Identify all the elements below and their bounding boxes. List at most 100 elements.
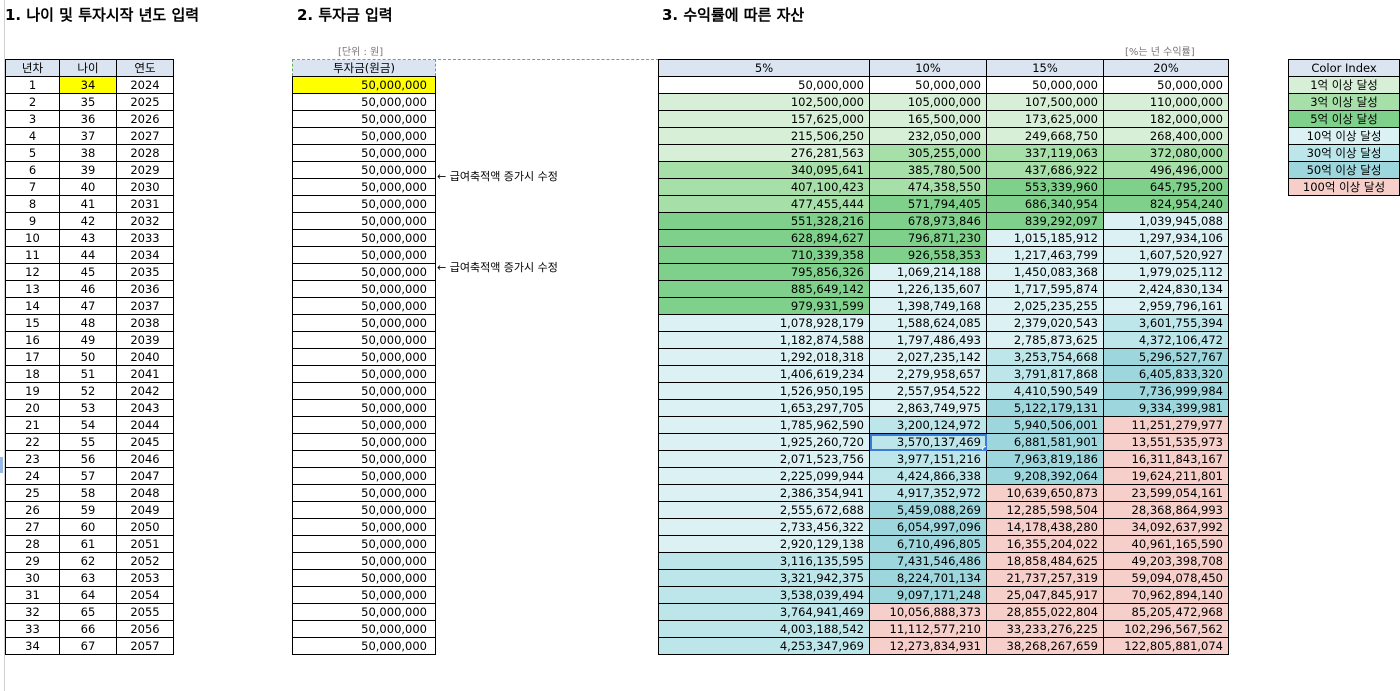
principal-cell[interactable]: 50,000,000 [292,586,436,604]
age-cell[interactable]: 66 [59,620,117,638]
age-cell[interactable]: 39 [59,161,117,179]
age-cell[interactable]: 57 [59,467,117,485]
year-index-cell[interactable]: 34 [5,637,60,655]
principal-cell[interactable]: 50,000,000 [292,144,436,162]
calendar-year-cell[interactable]: 2028 [116,144,174,162]
asset-10pct-cell[interactable]: 50,000,000 [869,76,987,94]
principal-cell[interactable]: 50,000,000 [292,399,436,417]
color-index-item[interactable]: 100억 이상 달성 [1288,178,1400,196]
year-index-cell[interactable]: 28 [5,535,60,553]
year-index-cell[interactable]: 3 [5,110,60,128]
asset-15pct-cell[interactable]: 107,500,000 [986,93,1104,111]
principal-cell[interactable]: 50,000,000 [292,110,436,128]
asset-20pct-cell[interactable]: 110,000,000 [1103,93,1229,111]
year-index-cell[interactable]: 9 [5,212,60,230]
principal-cell[interactable]: 50,000,000 [292,484,436,502]
asset-15pct-cell[interactable]: 21,737,257,319 [986,569,1104,587]
header-age[interactable]: 나이 [59,59,117,77]
year-index-cell[interactable]: 33 [5,620,60,638]
asset-10pct-cell[interactable]: 8,224,701,134 [869,569,987,587]
year-index-cell[interactable]: 5 [5,144,60,162]
year-index-cell[interactable]: 17 [5,348,60,366]
principal-cell[interactable]: 50,000,000 [292,161,436,179]
principal-cell[interactable]: 50,000,000 [292,382,436,400]
asset-5pct-cell[interactable]: 276,281,563 [658,144,870,162]
principal-cell[interactable]: 50,000,000 [292,467,436,485]
color-index-item[interactable]: 5억 이상 달성 [1288,110,1400,128]
asset-20pct-cell[interactable]: 59,094,078,450 [1103,569,1229,587]
age-cell[interactable]: 61 [59,535,117,553]
calendar-year-cell[interactable]: 2052 [116,552,174,570]
asset-10pct-cell[interactable]: 2,279,958,657 [869,365,987,383]
age-cell[interactable]: 36 [59,110,117,128]
asset-10pct-cell[interactable]: 571,794,405 [869,195,987,213]
age-cell[interactable]: 34 [59,76,117,94]
asset-20pct-cell[interactable]: 372,080,000 [1103,144,1229,162]
calendar-year-cell[interactable]: 2040 [116,348,174,366]
asset-15pct-cell[interactable]: 3,791,817,868 [986,365,1104,383]
calendar-year-cell[interactable]: 2039 [116,331,174,349]
principal-cell[interactable]: 50,000,000 [292,518,436,536]
asset-20pct-cell[interactable]: 182,000,000 [1103,110,1229,128]
age-cell[interactable]: 60 [59,518,117,536]
asset-20pct-cell[interactable]: 2,959,796,161 [1103,297,1229,315]
asset-20pct-cell[interactable]: 16,311,843,167 [1103,450,1229,468]
color-index-item[interactable]: 50억 이상 달성 [1288,161,1400,179]
color-index-item[interactable]: 10억 이상 달성 [1288,127,1400,145]
principal-cell[interactable]: 50,000,000 [292,263,436,281]
header-calendar-year[interactable]: 연도 [116,59,174,77]
asset-5pct-cell[interactable]: 3,116,135,595 [658,552,870,570]
asset-15pct-cell[interactable]: 50,000,000 [986,76,1104,94]
asset-15pct-cell[interactable]: 9,208,392,064 [986,467,1104,485]
principal-cell[interactable]: 50,000,000 [292,552,436,570]
year-index-cell[interactable]: 24 [5,467,60,485]
principal-cell[interactable]: 50,000,000 [292,365,436,383]
asset-5pct-cell[interactable]: 1,182,874,588 [658,331,870,349]
asset-20pct-cell[interactable]: 23,599,054,161 [1103,484,1229,502]
asset-10pct-cell[interactable]: 9,097,171,248 [869,586,987,604]
asset-5pct-cell[interactable]: 157,625,000 [658,110,870,128]
year-index-cell[interactable]: 4 [5,127,60,145]
calendar-year-cell[interactable]: 2036 [116,280,174,298]
asset-5pct-cell[interactable]: 477,455,444 [658,195,870,213]
asset-10pct-cell[interactable]: 305,255,000 [869,144,987,162]
asset-10pct-cell[interactable]: 11,112,577,210 [869,620,987,638]
calendar-year-cell[interactable]: 2041 [116,365,174,383]
asset-10pct-cell[interactable]: 2,027,235,142 [869,348,987,366]
calendar-year-cell[interactable]: 2027 [116,127,174,145]
asset-5pct-cell[interactable]: 1,526,950,195 [658,382,870,400]
color-index-item[interactable]: 30억 이상 달성 [1288,144,1400,162]
asset-15pct-cell[interactable]: 12,285,598,504 [986,501,1104,519]
asset-5pct-cell[interactable]: 3,538,039,494 [658,586,870,604]
asset-10pct-cell[interactable]: 232,050,000 [869,127,987,145]
principal-cell[interactable]: 50,000,000 [292,127,436,145]
principal-cell[interactable]: 50,000,000 [292,212,436,230]
asset-20pct-cell[interactable]: 28,368,864,993 [1103,501,1229,519]
color-index-item[interactable]: 1억 이상 달성 [1288,76,1400,94]
asset-5pct-cell[interactable]: 551,328,216 [658,212,870,230]
asset-5pct-cell[interactable]: 1,925,260,720 [658,433,870,451]
year-index-cell[interactable]: 23 [5,450,60,468]
asset-10pct-cell[interactable]: 1,797,486,493 [869,331,987,349]
principal-cell[interactable]: 50,000,000 [292,280,436,298]
year-index-cell[interactable]: 11 [5,246,60,264]
asset-5pct-cell[interactable]: 1,078,928,179 [658,314,870,332]
year-index-cell[interactable]: 21 [5,416,60,434]
principal-cell[interactable]: 50,000,000 [292,246,436,264]
age-cell[interactable]: 41 [59,195,117,213]
age-cell[interactable]: 55 [59,433,117,451]
year-index-cell[interactable]: 30 [5,569,60,587]
header-principal[interactable]: 투자금(원금) [292,59,436,77]
age-cell[interactable]: 38 [59,144,117,162]
asset-5pct-cell[interactable]: 885,649,142 [658,280,870,298]
asset-15pct-cell[interactable]: 1,450,083,368 [986,263,1104,281]
asset-20pct-cell[interactable]: 122,805,881,074 [1103,637,1229,655]
year-index-cell[interactable]: 1 [5,76,60,94]
asset-5pct-cell[interactable]: 340,095,641 [658,161,870,179]
header-color-index[interactable]: Color Index [1288,59,1400,77]
calendar-year-cell[interactable]: 2042 [116,382,174,400]
header-year-index[interactable]: 년차 [5,59,60,77]
calendar-year-cell[interactable]: 2024 [116,76,174,94]
asset-20pct-cell[interactable]: 70,962,894,140 [1103,586,1229,604]
asset-5pct-cell[interactable]: 4,003,188,542 [658,620,870,638]
